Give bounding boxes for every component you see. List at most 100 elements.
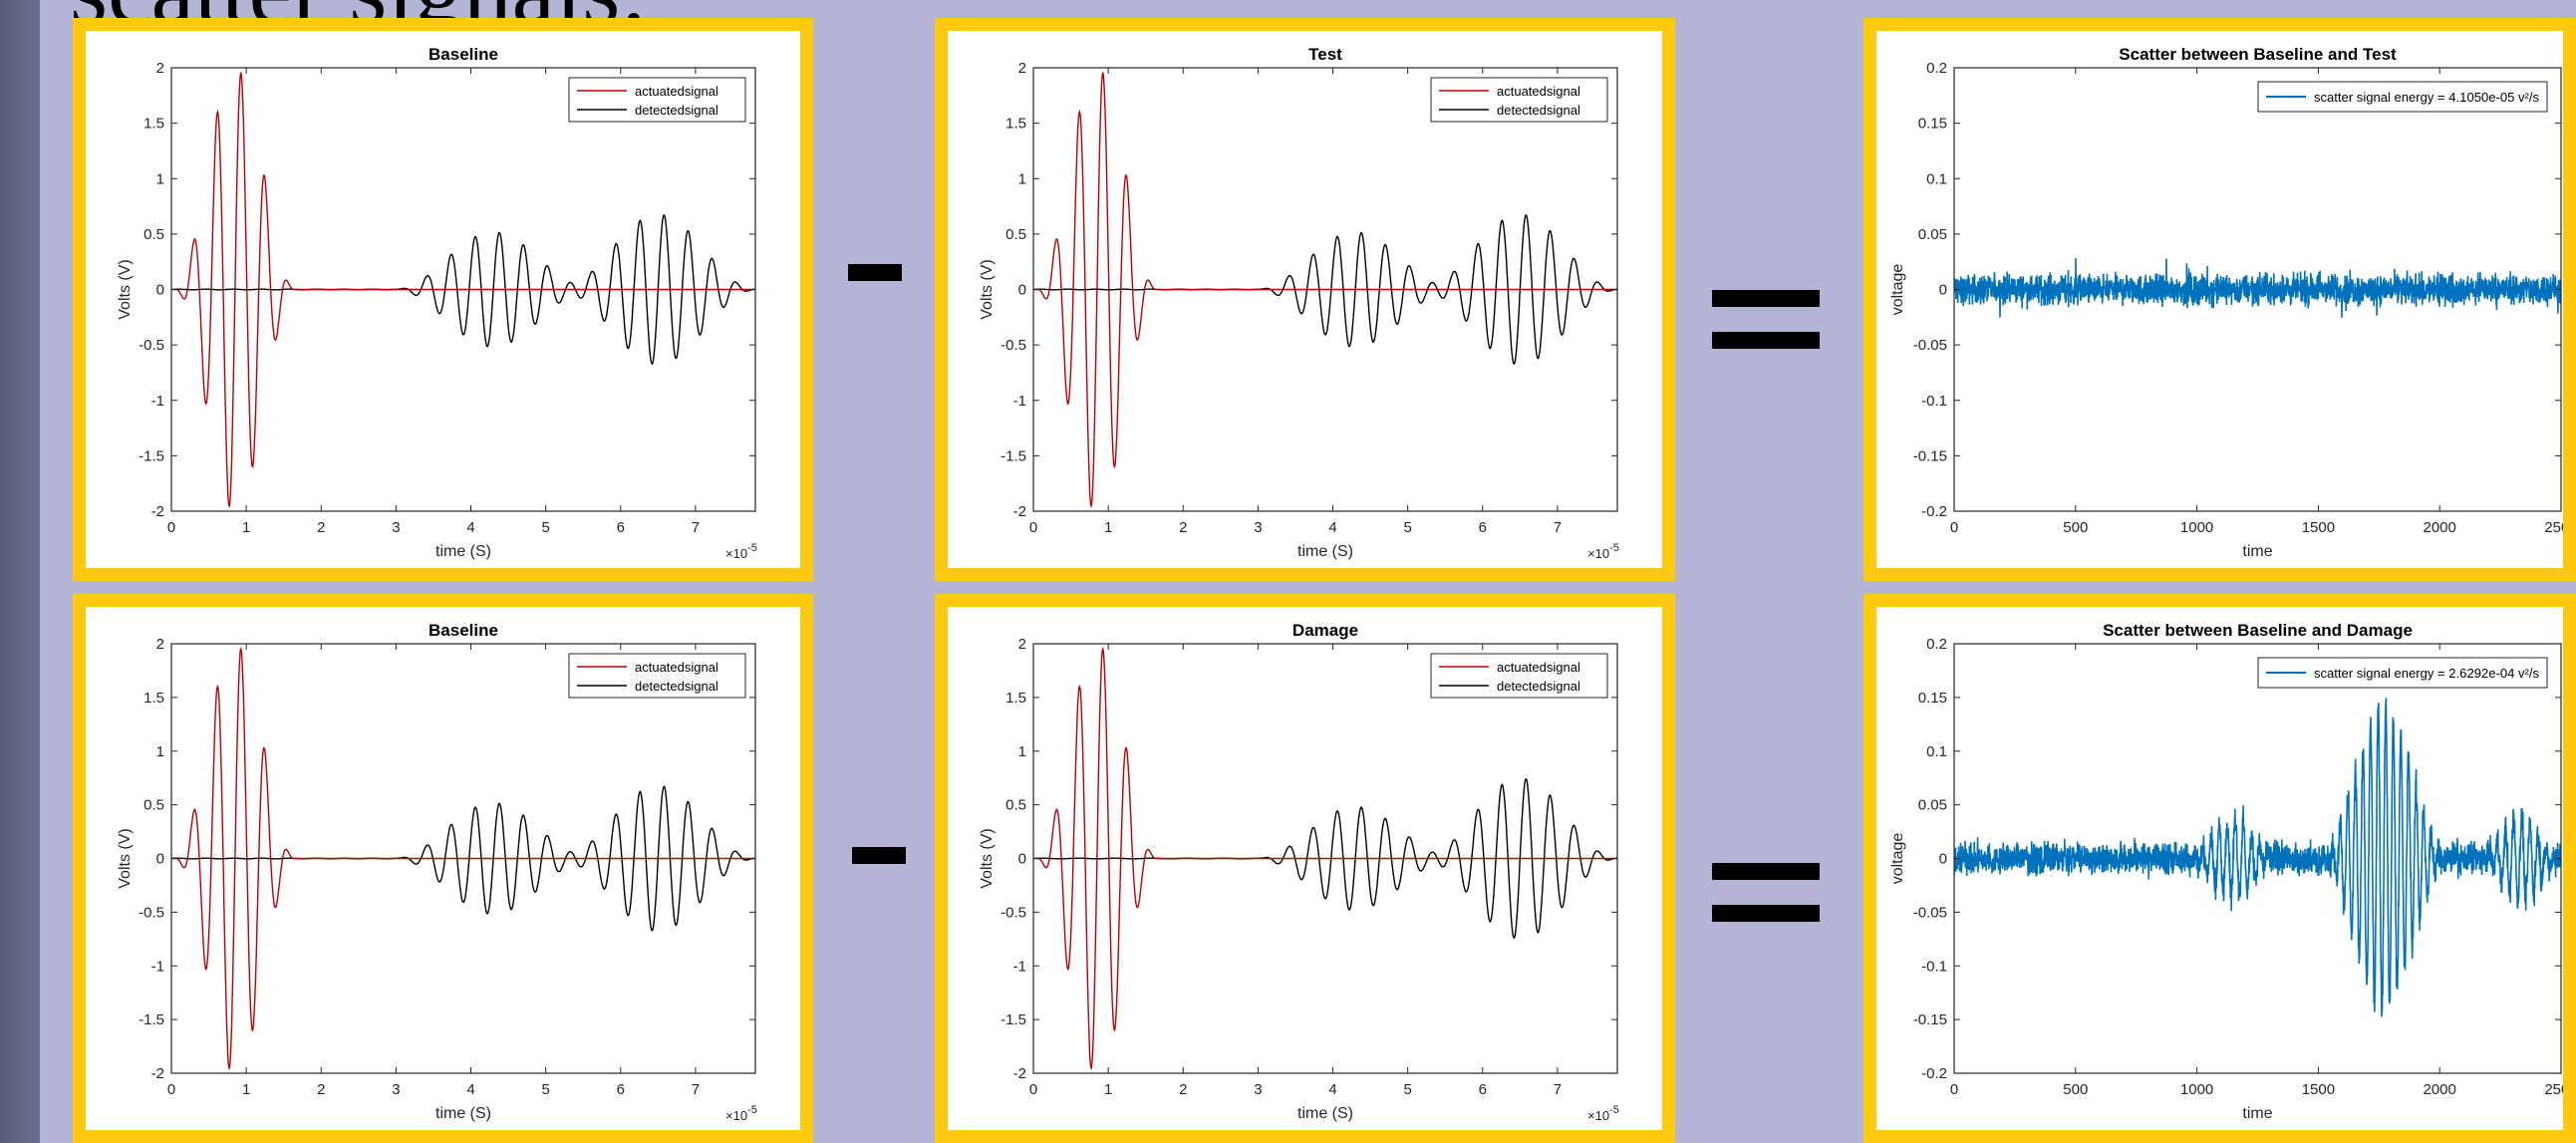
legend: scatter signal energy = 2.6292e-04 v²/s: [2257, 657, 2548, 689]
y-tick-label: -0.2: [1921, 1065, 1947, 1082]
y-tick-label: -0.05: [1913, 904, 1947, 921]
y-tick-label: 0.5: [143, 226, 164, 243]
equals-operator-top-bar2: [1712, 332, 1820, 349]
x-tick-label: 3: [392, 1081, 400, 1098]
x-tick-label: 1000: [2180, 1081, 2213, 1098]
legend-box: [2257, 657, 2548, 689]
panel-baseline-bottom: Baseline 0 1 2 3 4 5 6 7 -2 -1.5 -1 -0.5 0 0.5 1 1.5 2 tim…: [73, 594, 813, 1143]
x-tick-label: 1: [1104, 1081, 1112, 1098]
plot-area: [1954, 698, 2561, 1017]
scatter-series-line: [1954, 258, 2561, 318]
actuated-series-line: [1033, 647, 1617, 1070]
x-tick-label: 2: [317, 1081, 325, 1098]
x-tick-label: 0: [167, 1081, 175, 1098]
plot-area: [1954, 258, 2561, 318]
legend-label: scatter signal energy = 2.6292e-04 v²/s: [2314, 666, 2539, 681]
y-tick-label: -2: [1013, 1065, 1026, 1082]
y-tick-label: 0: [1018, 851, 1026, 868]
x-tick-label: 0: [1950, 519, 1958, 536]
plot-area: [1033, 71, 1617, 508]
x-tick-label: 2: [1179, 519, 1187, 536]
x-tick-label: 5: [541, 519, 549, 536]
x-tick-label: 2: [317, 519, 325, 536]
y-tick-label: -0.2: [1921, 503, 1947, 520]
actuated-series-line: [171, 71, 755, 508]
y-tick-label: -1.5: [1001, 1011, 1026, 1028]
x-tick-label: 1: [242, 519, 250, 536]
x-tick-label: 7: [692, 1081, 700, 1098]
legend-box: [2257, 81, 2548, 113]
x-tick-label: 3: [1254, 519, 1262, 536]
y-tick-label: -0.5: [1001, 904, 1026, 921]
y-tick-label: 1.5: [143, 690, 164, 707]
y-tick-label: -0.05: [1913, 337, 1947, 354]
y-tick-label: 0: [1939, 851, 1947, 868]
y-tick-label: 2: [156, 60, 164, 77]
y-tick-label: 1: [156, 170, 164, 187]
panel-scatter-damage: Scatter between Baseline and Damage 0 500 1…: [1863, 594, 2576, 1143]
x-tick-label: 1: [242, 1081, 250, 1098]
legend-label: detectedsignal: [1497, 103, 1580, 118]
x-tick-label: 4: [466, 519, 474, 536]
legend-label: scatter signal energy = 4.1050e-05 v²/s: [2314, 90, 2539, 105]
legend: actuatedsignal detectedsignal: [1430, 77, 1608, 123]
y-tick-label: 0.2: [1926, 60, 1947, 77]
actuated-series-line: [171, 647, 755, 1070]
chart-title: Test: [1308, 45, 1342, 64]
x-axis-exponent: ×10-5: [725, 1104, 757, 1123]
y-tick-label: 0.5: [1005, 226, 1026, 243]
plot-area: [1033, 647, 1617, 1070]
legend-label: actuatedsignal: [1497, 660, 1580, 675]
legend-label: detectedsignal: [635, 103, 718, 118]
equals-operator-bottom-bar1: [1712, 863, 1820, 880]
legend-box: [1430, 77, 1608, 123]
x-tick-label: 6: [1479, 1081, 1487, 1098]
x-tick-label: 0: [167, 519, 175, 536]
x-axis-label: time (S): [435, 1105, 491, 1122]
y-tick-label: 0.15: [1918, 116, 1947, 133]
minus-operator-bottom: [852, 847, 906, 864]
y-tick-label: 1.5: [143, 116, 164, 133]
panel-damage: Damage 0 1 2 3 4 5 6 7 -2 -1.5 -1 -0.5 0 0.5 1 1.5 2 time …: [935, 594, 1675, 1143]
y-tick-label: -1: [151, 393, 164, 410]
chart-title: Scatter between Baseline and Damage: [2103, 621, 2413, 640]
y-tick-label: -1: [1013, 958, 1026, 975]
y-tick-label: -1: [151, 958, 164, 975]
y-axis-label: Volts (V): [117, 259, 134, 319]
x-tick-label: 0: [1950, 1081, 1958, 1098]
x-tick-label: 2000: [2424, 519, 2456, 536]
y-tick-label: -1.5: [1001, 447, 1026, 464]
x-tick-label: 500: [2063, 1081, 2088, 1098]
x-tick-label: 5: [1403, 1081, 1411, 1098]
y-tick-label: 0.1: [1926, 170, 1947, 187]
x-tick-label: 6: [1479, 519, 1487, 536]
x-tick-label: 1000: [2180, 519, 2213, 536]
y-tick-label: 0: [1939, 282, 1947, 299]
y-tick-label: 2: [1018, 60, 1026, 77]
x-tick-label: 5: [541, 1081, 549, 1098]
x-axis-label: time (S): [1297, 1105, 1353, 1122]
x-axis-label: time: [2242, 543, 2272, 560]
y-tick-label: 0: [156, 282, 164, 299]
legend-label: detectedsignal: [1497, 679, 1580, 694]
y-axis-label: Volts (V): [117, 828, 134, 888]
chart-title: Baseline: [429, 621, 498, 640]
y-tick-label: 0: [1018, 282, 1026, 299]
y-axis-label: Volts (V): [979, 828, 996, 888]
x-tick-label: 7: [1554, 519, 1562, 536]
x-tick-label: 500: [2063, 519, 2088, 536]
y-tick-label: -2: [1013, 503, 1026, 520]
y-tick-label: 2: [156, 636, 164, 653]
y-tick-label: 0.5: [1005, 797, 1026, 814]
y-tick-label: -0.1: [1921, 958, 1947, 975]
legend-label: actuatedsignal: [1497, 84, 1580, 99]
y-tick-label: 1: [1018, 743, 1026, 760]
legend-label: actuatedsignal: [635, 660, 718, 675]
x-tick-label: 0: [1029, 519, 1037, 536]
chart-svg: Scatter between Baseline and Test 0 500 100…: [1889, 45, 2563, 560]
x-tick-label: 1500: [2302, 1081, 2335, 1098]
x-tick-label: 3: [392, 519, 400, 536]
y-tick-label: -2: [151, 503, 164, 520]
legend-box: [1430, 653, 1608, 699]
panel-baseline-top: Baseline 0 1 2 3 4 5 6 7 -2 -1.5 -1 -0.5 0 0.5 1 1.5 2 tim…: [73, 18, 813, 581]
